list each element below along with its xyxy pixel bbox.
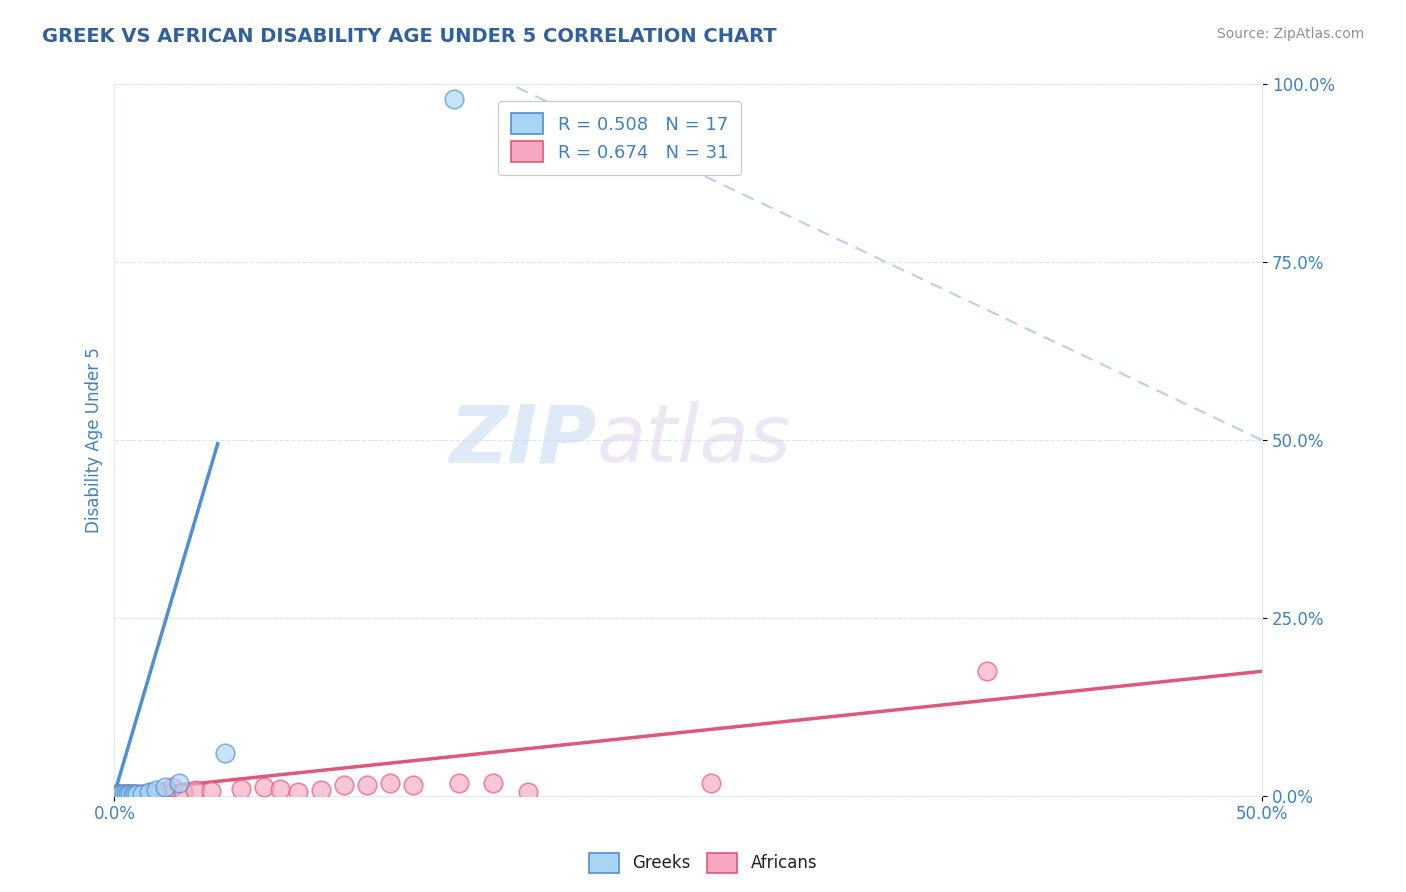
Point xyxy=(229,781,252,796)
Point xyxy=(443,92,465,106)
Point xyxy=(121,787,143,801)
Point xyxy=(309,783,332,797)
Point xyxy=(252,780,274,795)
Point xyxy=(105,788,128,802)
Point xyxy=(153,780,176,795)
Point xyxy=(287,785,309,799)
Point xyxy=(117,788,139,802)
Point xyxy=(976,665,998,679)
Point xyxy=(447,776,470,790)
Point xyxy=(131,787,153,801)
Point xyxy=(160,780,183,795)
Point xyxy=(356,778,378,792)
Text: GREEK VS AFRICAN DISABILITY AGE UNDER 5 CORRELATION CHART: GREEK VS AFRICAN DISABILITY AGE UNDER 5 … xyxy=(42,27,776,45)
Point xyxy=(516,785,538,799)
Point xyxy=(117,788,139,802)
Point xyxy=(200,784,222,798)
Point xyxy=(112,788,135,802)
Point xyxy=(145,783,167,797)
Point xyxy=(138,786,160,800)
Point xyxy=(167,776,190,790)
Point xyxy=(333,778,356,792)
Point xyxy=(402,778,425,792)
Point xyxy=(269,781,291,796)
Point xyxy=(700,776,723,790)
Point xyxy=(131,787,153,801)
Text: atlas: atlas xyxy=(596,401,792,479)
Point xyxy=(153,785,176,799)
Point xyxy=(110,788,132,802)
Point xyxy=(120,788,142,802)
Point xyxy=(120,787,142,801)
Point xyxy=(110,787,132,801)
Point xyxy=(138,785,160,799)
Point xyxy=(127,787,149,801)
Point xyxy=(115,788,138,802)
Point xyxy=(121,788,143,802)
Legend: R = 0.508   N = 17, R = 0.674   N = 31: R = 0.508 N = 17, R = 0.674 N = 31 xyxy=(498,101,741,175)
Point xyxy=(112,787,135,801)
Text: ZIP: ZIP xyxy=(449,401,596,479)
Point xyxy=(378,776,401,790)
Point xyxy=(108,787,131,801)
Point xyxy=(145,786,167,800)
Point xyxy=(115,787,138,801)
Point xyxy=(172,785,194,799)
Y-axis label: Disability Age Under 5: Disability Age Under 5 xyxy=(86,347,103,533)
Point xyxy=(105,788,128,802)
Point xyxy=(108,788,131,802)
Text: Source: ZipAtlas.com: Source: ZipAtlas.com xyxy=(1216,27,1364,41)
Point xyxy=(184,783,207,797)
Point xyxy=(214,746,236,760)
Legend: Greeks, Africans: Greeks, Africans xyxy=(582,847,824,880)
Point xyxy=(127,787,149,801)
Point xyxy=(124,788,146,802)
Point xyxy=(482,776,505,790)
